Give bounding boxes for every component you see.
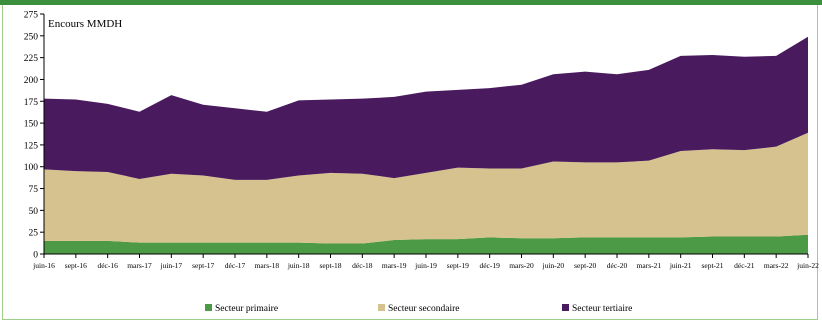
x-tick-label: mars-17 <box>127 261 152 270</box>
y-tick-label: 250 <box>24 32 39 42</box>
y-tick-label: 125 <box>24 141 39 151</box>
y-tick-label: 225 <box>24 54 39 64</box>
x-tick-label: juin-17 <box>159 261 182 270</box>
x-tick-label: mars-21 <box>637 261 662 270</box>
x-tick-label: mars-18 <box>255 261 280 270</box>
x-tick-label: juin-19 <box>414 261 437 270</box>
y-tick-label: 275 <box>24 11 39 21</box>
x-tick-label: sept-18 <box>319 261 341 270</box>
y-tick-label: 175 <box>24 98 39 108</box>
y-tick-label: 50 <box>29 207 39 217</box>
x-tick-label: juin-20 <box>541 261 564 270</box>
x-tick-label: sept-16 <box>65 261 87 270</box>
x-tick-label: déc-16 <box>97 261 118 270</box>
area-series-2 <box>44 132 808 244</box>
x-tick-label: sept-21 <box>701 261 723 270</box>
x-tick-label: sept-20 <box>574 261 596 270</box>
x-tick-label: mars-22 <box>764 261 789 270</box>
x-tick-label: sept-19 <box>447 261 469 270</box>
legend-label-3: Secteur tertiaire <box>572 304 632 314</box>
x-tick-label: juin-21 <box>669 261 692 270</box>
y-tick-label: 0 <box>33 251 38 261</box>
unit-label: Encours MMDH <box>48 18 122 30</box>
x-tick-label: déc-21 <box>734 261 755 270</box>
legend-swatch-2 <box>378 304 385 311</box>
x-tick-label: déc-20 <box>607 261 628 270</box>
x-tick-label: juin-16 <box>32 261 55 270</box>
x-tick-label: mars-20 <box>509 261 534 270</box>
x-tick-label: déc-19 <box>479 261 500 270</box>
area-series-3 <box>44 36 808 180</box>
x-tick-label: sept-17 <box>192 261 214 270</box>
y-tick-label: 75 <box>29 185 39 195</box>
y-tick-label: 150 <box>24 120 39 130</box>
x-tick-label: déc-18 <box>352 261 373 270</box>
x-tick-label: déc-17 <box>225 261 246 270</box>
x-tick-label: mars-19 <box>382 261 407 270</box>
x-tick-label: juin-22 <box>796 261 819 270</box>
y-tick-label: 200 <box>24 76 39 86</box>
legend-swatch-1 <box>205 304 212 311</box>
legend-label-1: Secteur primaire <box>215 304 278 314</box>
x-tick-label: juin-18 <box>287 261 310 270</box>
y-tick-label: 25 <box>29 229 39 239</box>
area-series-1 <box>44 234 808 254</box>
legend-label-2: Secteur secondaire <box>388 304 459 314</box>
chart-frame <box>2 5 818 320</box>
y-tick-label: 100 <box>24 163 39 173</box>
legend-swatch-3 <box>562 304 569 311</box>
header-accent-bar <box>0 0 822 5</box>
